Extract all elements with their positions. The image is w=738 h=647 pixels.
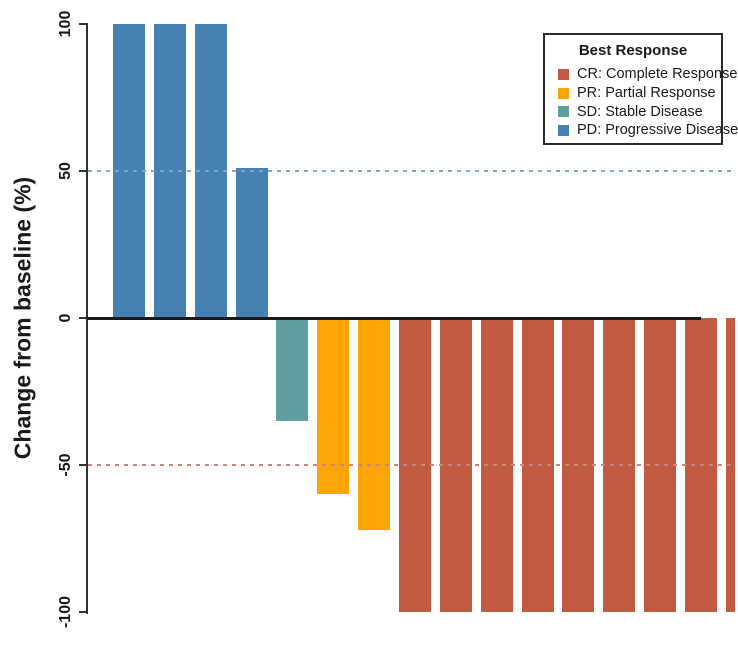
y-axis-title: Change from baseline (%) (9, 176, 36, 460)
reference-line-minus50 (88, 464, 731, 466)
y-tick--50 (79, 464, 87, 466)
bar-pr-6 (317, 318, 350, 495)
y-tick-label--100: -100 (57, 595, 74, 629)
y-tick-label-50: 50 (57, 162, 74, 180)
y-tick-label-0: 0 (57, 313, 74, 323)
pd-swatch-icon (558, 124, 569, 136)
zero-baseline-line (87, 317, 701, 320)
reference-line-plus50 (88, 170, 731, 172)
y-tick-0 (79, 317, 87, 319)
bar-pd-4 (235, 168, 268, 318)
legend-box: Best Response CR: Complete Response PR: P… (543, 33, 738, 145)
sd-swatch-icon (558, 106, 569, 118)
legend-item-label: CR: Complete Response (577, 66, 738, 83)
legend-item-cr: CR: Complete Response (545, 65, 737, 84)
legend-items: CR: Complete Response PR: Partial Respons… (545, 65, 738, 140)
bar-sd-5 (276, 318, 309, 421)
legend-item-pd: PD: Progressive Disease (545, 121, 738, 140)
cr-swatch-icon (558, 68, 569, 80)
legend-item-label: PD: Progressive Disease (577, 122, 738, 139)
pr-swatch-icon (558, 87, 569, 99)
legend-item-sd: SD: Stable Disease (545, 102, 721, 121)
legend-item-label: SD: Stable Disease (577, 103, 703, 120)
y-tick-label--50: -50 (57, 453, 74, 477)
y-tick-100 (79, 23, 87, 25)
y-tick-label-100: 100 (57, 10, 74, 38)
legend-item-label: PR: Partial Response (577, 85, 716, 102)
legend-item-pr: PR: Partial Response (545, 84, 721, 103)
y-tick-50 (79, 170, 87, 172)
legend-title: Best Response (578, 42, 688, 59)
bar-pr-7 (358, 318, 391, 530)
y-tick--100 (79, 611, 87, 613)
